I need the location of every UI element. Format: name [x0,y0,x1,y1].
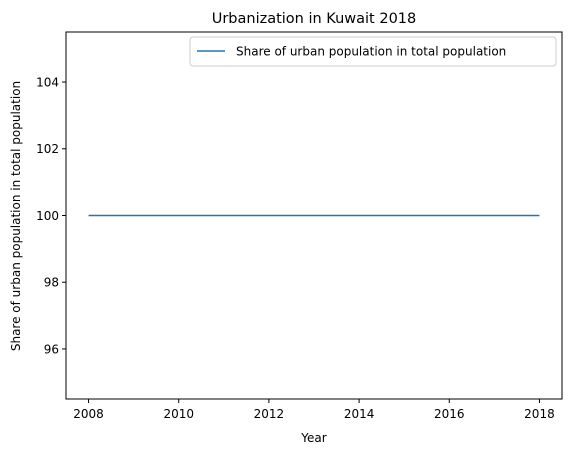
chart-title: Urbanization in Kuwait 2018 [212,11,417,27]
x-tick-label: 2008 [73,407,104,421]
x-axis-label: Year [300,431,326,445]
y-tick-label: 100 [36,209,59,223]
y-tick-label: 96 [44,342,59,356]
y-tick-label: 102 [36,142,59,156]
x-tick-label: 2012 [254,407,285,421]
legend-box [189,36,557,67]
y-tick-label: 98 [44,276,59,290]
x-tick-label: 2014 [344,407,375,421]
x-tick-label: 2016 [434,407,465,421]
plot-frame [65,31,563,400]
legend: Share of urban population in total popul… [189,36,557,67]
y-axis-label: Share of urban population in total popul… [9,81,23,351]
x-axis: 2008 2010 2012 2014 2016 2018 [73,399,555,421]
x-tick-label: 2010 [163,407,194,421]
x-tick-label: 2018 [524,407,555,421]
legend-label: Share of urban population in total popul… [236,45,506,59]
y-axis: 96 98 100 102 104 [36,75,66,356]
y-tick-label: 104 [36,75,59,89]
